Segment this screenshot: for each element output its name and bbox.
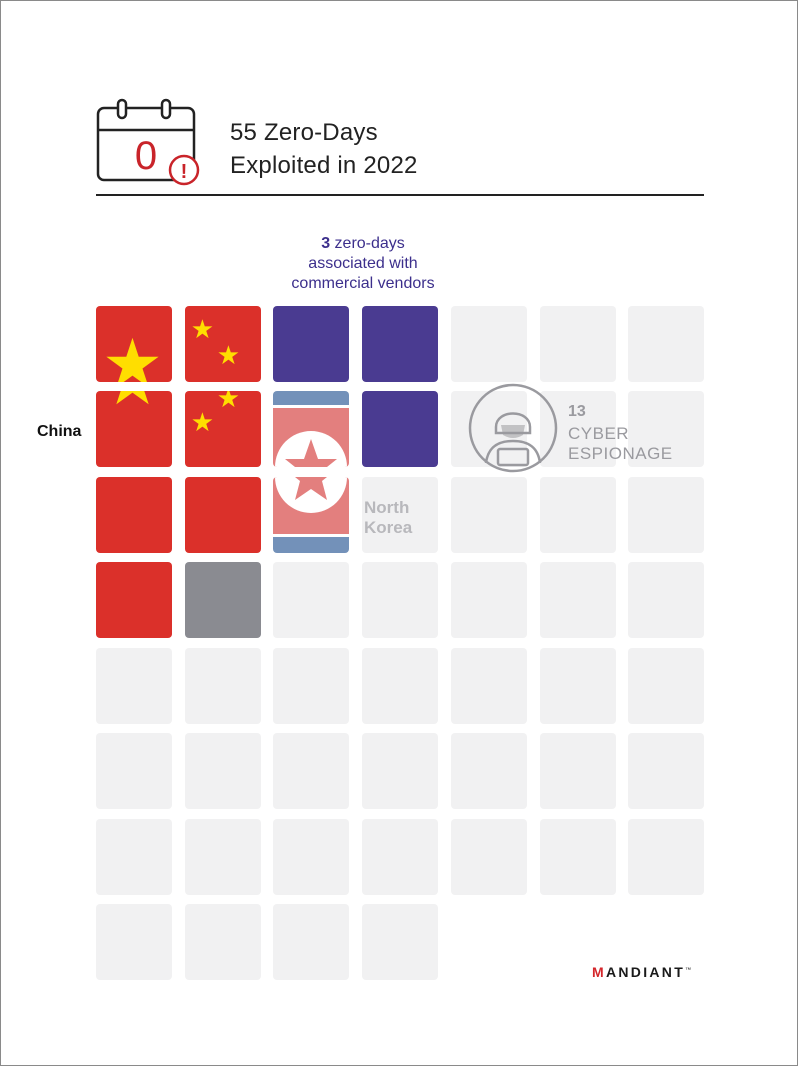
grid-cell-china — [96, 562, 172, 639]
grid-cell-empty — [273, 903, 350, 980]
espionage-count: 13 — [568, 403, 586, 420]
espionage-line-2: ESPIONAGE — [568, 444, 673, 463]
zero-day-grid: ★★★★★★ — [96, 306, 706, 982]
grid-cell-empty — [539, 733, 616, 810]
grid-cell-empty — [273, 647, 350, 724]
grid-cell-empty — [539, 562, 616, 639]
grid-cell-empty — [539, 476, 616, 553]
grid-cell-empty — [450, 647, 527, 724]
north-korea-line-2: Korea — [364, 518, 413, 537]
page-title: 55 Zero-Days Exploited in 2022 — [230, 116, 418, 182]
grid-cell-empty — [362, 903, 439, 980]
grid-cell-empty — [184, 647, 261, 724]
grid-cell-empty — [450, 306, 527, 382]
grid-cell-empty — [628, 562, 705, 639]
grid-cell-empty — [539, 391, 616, 468]
grid-cell-empty — [96, 903, 172, 980]
north-korea-label: North Korea — [364, 498, 412, 538]
espionage-line-1: CYBER — [568, 424, 630, 443]
logo-trademark: ™ — [685, 967, 694, 974]
grid-cell-empty — [96, 733, 172, 810]
title-line-1: 55 Zero-Days — [230, 119, 378, 146]
grid-cell-empty — [184, 733, 261, 810]
grid-cell-empty — [273, 818, 350, 895]
grid-cell-empty — [450, 733, 527, 810]
alert-glyph: ! — [181, 161, 188, 183]
vendors-line-3: commercial vendors — [291, 275, 435, 292]
grid-cell-empty — [362, 562, 439, 639]
grid-cell-empty — [539, 818, 616, 895]
grid-cell-empty — [273, 562, 350, 639]
logo-m: M — [592, 964, 606, 980]
grid-cell-empty — [628, 391, 705, 468]
grid-cell-china: ★ ★ — [184, 306, 261, 382]
hooded-hacker-icon — [468, 383, 558, 473]
grid-cell-commercial-vendor — [362, 306, 439, 382]
grid-cell-empty — [96, 818, 172, 895]
grid-cell-empty — [539, 306, 616, 382]
flag-star: ★ — [190, 407, 214, 438]
grid-cell-empty — [628, 647, 705, 724]
title-divider — [96, 194, 704, 196]
grid-cell-china — [184, 476, 261, 553]
grid-cell-empty — [362, 476, 439, 553]
grid-cell-north-korea — [273, 476, 350, 553]
grid-cell-empty — [273, 733, 350, 810]
grid-cell-empty — [450, 562, 527, 639]
vendors-annotation: 3 zero-days associated with commercial v… — [258, 234, 468, 294]
vendors-count: 3 — [321, 235, 331, 252]
flag-star: ★ — [102, 326, 163, 382]
title-line-2: Exploited in 2022 — [230, 152, 418, 179]
grid-cell-empty — [628, 733, 705, 810]
grid-cell-china: ★ — [96, 306, 172, 382]
grid-cell-china — [96, 476, 172, 553]
grid-cell-empty — [184, 818, 261, 895]
grid-cell-empty — [628, 818, 705, 895]
calendar-zero-day-icon: 0 ! — [96, 98, 200, 186]
vendors-line-2: associated with — [308, 255, 418, 272]
grid-cell-empty — [362, 647, 439, 724]
calendar-digit: 0 — [135, 134, 157, 178]
grid-cell-empty — [628, 306, 705, 382]
grid-cell-north-korea — [273, 391, 350, 468]
china-label: China — [37, 423, 82, 440]
north-korea-flag — [273, 391, 350, 468]
grid-cell-empty — [628, 476, 705, 553]
vendors-line-1: zero-days — [330, 235, 405, 252]
grid-cell-china: ★ — [96, 391, 172, 468]
mandiant-logo: MANDIANT™ — [592, 964, 693, 980]
grid-cell-empty — [184, 903, 261, 980]
flag-star: ★ — [216, 340, 240, 370]
grid-cell-empty — [539, 647, 616, 724]
espionage-label: CYBER ESPIONAGE — [568, 424, 673, 464]
grid-cell-empty — [450, 476, 527, 553]
grid-cell-empty — [96, 647, 172, 724]
grid-cell-commercial-vendor — [273, 306, 350, 382]
logo-rest: ANDIANT — [605, 964, 686, 980]
grid-cell-empty — [450, 818, 527, 895]
grid-cell-china: ★ ★ — [184, 391, 261, 468]
north-korea-flag — [273, 476, 350, 553]
flag-star: ★ — [190, 314, 214, 344]
grid-cell-commercial-vendor — [362, 391, 439, 468]
flag-star: ★ — [102, 391, 163, 415]
grid-cell-empty — [362, 818, 439, 895]
north-korea-line-1: North — [364, 498, 410, 517]
grid-cell-unattributed — [184, 562, 261, 639]
flag-star: ★ — [216, 391, 240, 414]
grid-cell-empty — [362, 733, 439, 810]
